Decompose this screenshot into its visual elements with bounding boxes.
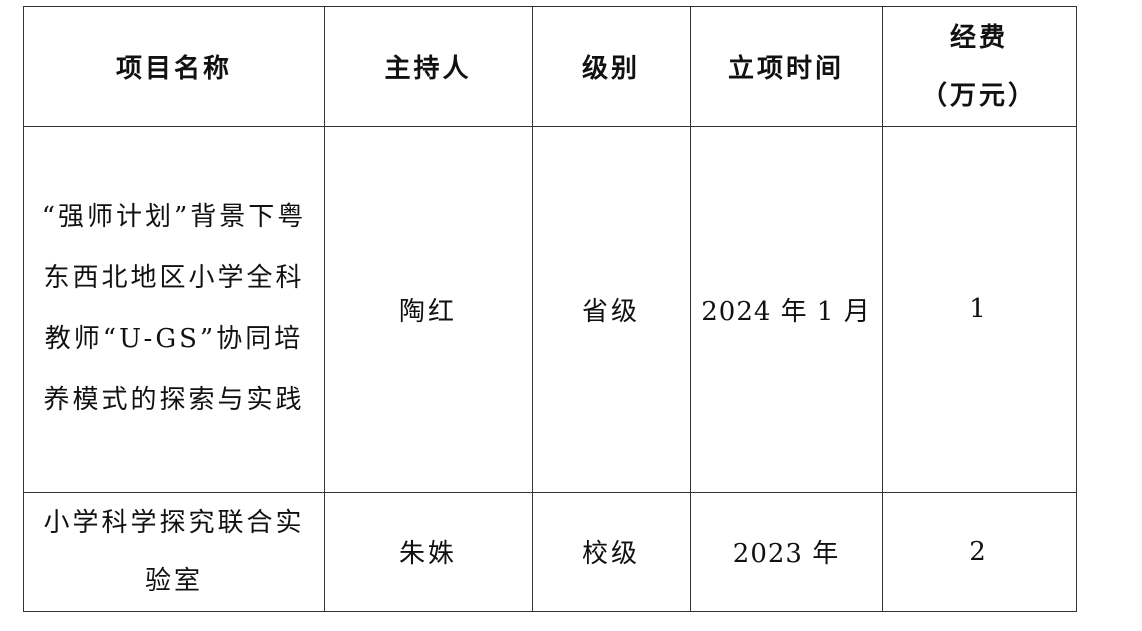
header-funding: 经费 （万元） bbox=[882, 7, 1076, 126]
table-row-2-level: 校级 bbox=[581, 539, 640, 569]
header-host: 主持人 bbox=[384, 54, 472, 84]
table-row-1-name: “强师计划”背景下粤东西北地区小学全科教师“U-GS”协同培养模式的探索与实践 bbox=[24, 126, 324, 492]
table-row-2-funding: 2 bbox=[969, 536, 989, 567]
header-funding-unit: （万元） bbox=[920, 80, 1037, 111]
column-divider bbox=[690, 7, 691, 611]
project-name: 小学科学探究联合实验室 bbox=[43, 507, 305, 596]
header-project-name: 项目名称 bbox=[115, 54, 232, 84]
column-divider bbox=[882, 7, 883, 611]
row-divider bbox=[24, 492, 1076, 493]
table-row-1-host: 陶红 bbox=[398, 296, 457, 327]
table-row-2-date: 2023 年 bbox=[732, 539, 840, 569]
column-divider bbox=[532, 7, 533, 611]
column-divider bbox=[324, 7, 325, 611]
table-row-2-name: 小学科学探究联合实验室 bbox=[24, 492, 324, 611]
table-row-1-level: 省级 bbox=[581, 296, 640, 327]
header-level: 级别 bbox=[581, 54, 640, 84]
table-row-1-date: 2024 年 1 月 bbox=[701, 296, 871, 327]
project-table: 项目名称 主持人 级别 立项时间 经费 （万元） “强师计划”背景下粤东西北地区… bbox=[23, 6, 1077, 612]
header-funding-label: 经费 bbox=[949, 22, 1008, 53]
project-name: “强师计划”背景下粤东西北地区小学全科教师“U-GS”协同培养模式的探索与实践 bbox=[41, 202, 307, 415]
table-row-1-funding: 1 bbox=[969, 294, 989, 324]
row-divider bbox=[24, 126, 1076, 127]
table-row-2-host: 朱姝 bbox=[398, 539, 457, 569]
header-date: 立项时间 bbox=[727, 54, 844, 84]
